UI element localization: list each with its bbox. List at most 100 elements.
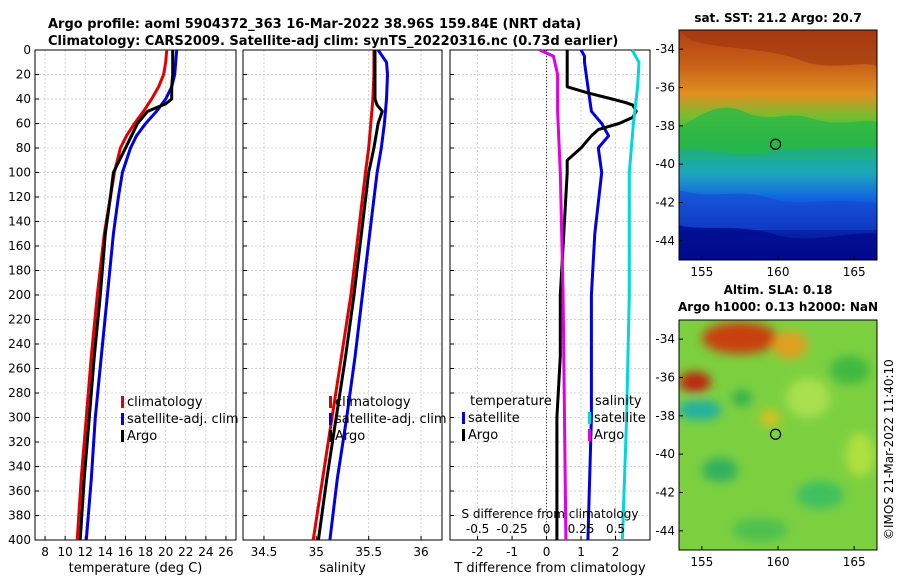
map-y-tick-label: -40 [655,157,675,171]
sla-map-panel: Altim. SLA: 0.18 Argo h1000: 0.13 h2000:… [655,283,878,569]
y-tick-label: 120 [8,190,31,204]
secondary-x-axis-label: S difference from climatology [462,507,639,521]
map-y-tick-label: -40 [655,447,675,461]
salinity-legend-swatch [329,430,332,442]
x-tick-label: 35 [309,545,324,559]
map-y-tick-label: -44 [655,234,675,248]
x-tick-label: -2 [472,545,484,559]
sst-map-title: sat. SST: 21.2 Argo: 20.7 [694,11,861,25]
x-tick-label: 2 [612,545,620,559]
y-tick-label: 380 [8,509,31,523]
map-x-tick-label: 160 [767,265,790,279]
sla-map-ticks: 155 160 165 -34 -36 -38 -40 -42 -44 [655,332,865,569]
x-tick-label: 14 [98,545,113,559]
x-tick-label: -1 [506,545,518,559]
x-tick-label: 34.5 [251,545,278,559]
x-axis-label: temperature (deg C) [69,561,203,576]
map-x-tick-label: 165 [843,555,866,569]
secondary-x-tick-label: -0.25 [497,522,528,536]
difference-series-satellite [579,49,611,541]
salinity-legend-label: Argo [335,429,365,444]
x-tick-label: 12 [78,545,93,559]
y-tick-label: 0 [23,43,31,57]
temperature-legend-label: climatology [127,395,203,410]
temperature-panel: 8 10 12 14 16 18 20 22 24 26020406080100120140160… [8,43,239,576]
temperature-series-climatology [75,49,169,541]
difference-salinity-legend-label: satellite [594,411,646,426]
x-tick-label: 35.5 [355,545,382,559]
map-x-tick-label: 155 [690,555,713,569]
y-tick-label: 160 [8,239,31,253]
x-tick-label: 24 [198,545,213,559]
difference-temperature-legend-swatch [462,412,465,424]
difference-panel: -2 -1 0 1 2 T difference from climatology S di… [449,48,651,576]
salinity-legend-swatch [329,413,332,425]
x-axis-label: salinity [319,561,366,576]
difference-series-salinity_diff [539,48,568,541]
x-tick-label: 18 [138,545,153,559]
map-x-tick-label: 160 [767,555,790,569]
sla-map-title-1: Altim. SLA: 0.18 [724,283,833,297]
x-tick-label: 36 [413,545,428,559]
y-tick-label: 200 [8,288,31,302]
sla-argo-location-marker [769,428,782,440]
difference-salinity-legend-swatch [588,412,591,424]
sst-map-image [679,30,877,260]
secondary-x-tick-label: 0 [543,522,551,536]
map-x-tick-label: 155 [690,265,713,279]
x-tick-label: 8 [41,545,49,559]
temperature-legend-swatch [121,413,124,425]
difference-salinity-legend-swatch [588,429,591,441]
y-tick-label: 40 [16,92,31,106]
salinity-series-argo [316,50,384,541]
map-y-tick-label: -38 [655,119,675,133]
x-tick-label: 22 [178,545,193,559]
x-tick-label: 1 [577,545,585,559]
difference-series-salinity_satellite [620,49,641,541]
difference-temperature-legend-label: satellite [468,411,520,426]
salinity-legend-title: salinity [595,394,642,409]
sst-argo-location-marker [769,138,782,150]
salinity-series-climatology [311,50,376,541]
x-axis-label: T difference from climatology [453,561,646,576]
y-tick-label: 340 [8,460,31,474]
y-tick-label: 80 [16,141,31,155]
temperature-legend-label: Argo [127,429,157,444]
secondary-x-tick-label: 0.25 [568,522,595,536]
x-tick-label: 0 [543,545,551,559]
map-y-tick-label: -42 [655,486,675,500]
y-tick-label: 360 [8,484,31,498]
imos-watermark: ©IMOS 21-Mar-2022 11:40:10 [882,359,896,540]
y-tick-label: 220 [8,313,31,327]
map-y-tick-label: -36 [655,371,675,385]
map-y-tick-label: -38 [655,409,675,423]
map-x-tick-label: 165 [843,265,866,279]
map-y-tick-label: -34 [655,42,675,56]
difference-temperature-legend-label: Argo [468,428,498,443]
header-line-1: Argo profile: aoml 5904372_363 16-Mar-20… [48,17,581,32]
x-tick-label: 16 [118,545,133,559]
y-tick-label: 260 [8,362,31,376]
y-tick-label: 320 [8,435,31,449]
x-tick-label: 26 [218,545,233,559]
y-tick-label: 240 [8,337,31,351]
difference-series-argo [555,50,638,540]
sst-map-panel: sat. SST: 21.2 Argo: 20.7 155 160 165 -34 -3… [655,11,878,279]
y-tick-label: 140 [8,215,31,229]
secondary-x-tick-label: 0.5 [606,522,625,536]
y-tick-label: 280 [8,386,31,400]
header-line-2: Climatology: CARS2009. Satellite-adj cli… [48,34,618,49]
salinity-panel: 34.5 35 35.5 36 salinity climatology satellite… [242,49,447,576]
y-tick-label: 300 [8,411,31,425]
y-tick-label: 180 [8,264,31,278]
temperature-legend-swatch [121,396,124,408]
temperature-legend-label: satellite-adj. clim [127,412,239,427]
difference-salinity-legend-label: Argo [594,428,624,443]
secondary-x-tick-label: -0.5 [466,522,489,536]
temperature-legend-title: temperature [470,394,552,409]
map-y-tick-label: -42 [655,196,675,210]
map-y-tick-label: -34 [655,332,675,346]
map-y-tick-label: -36 [655,81,675,95]
temperature-series-argo [78,50,175,541]
